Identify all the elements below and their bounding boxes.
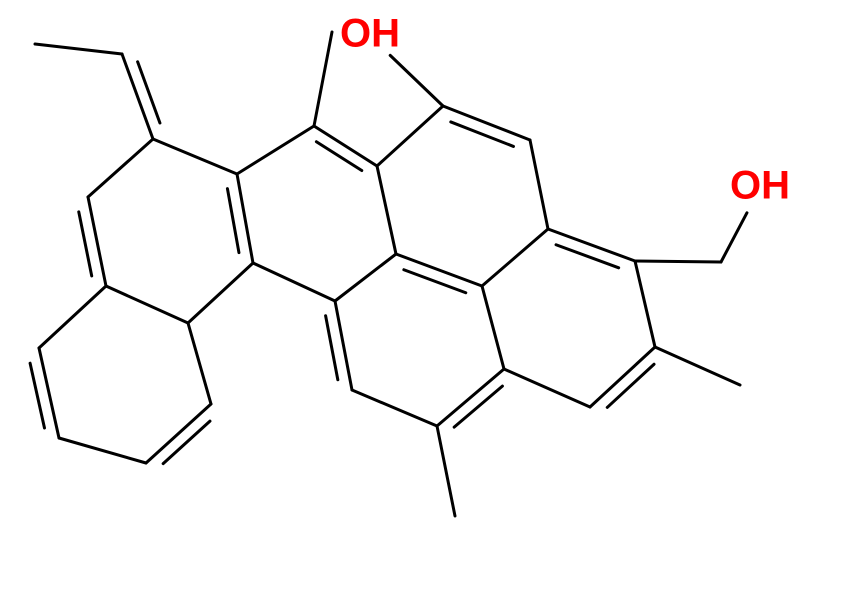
molecule-diagram: OH OH [0,0,850,596]
atom-label-A29: OH [340,12,400,56]
atom-label-A31: OH [730,164,790,208]
